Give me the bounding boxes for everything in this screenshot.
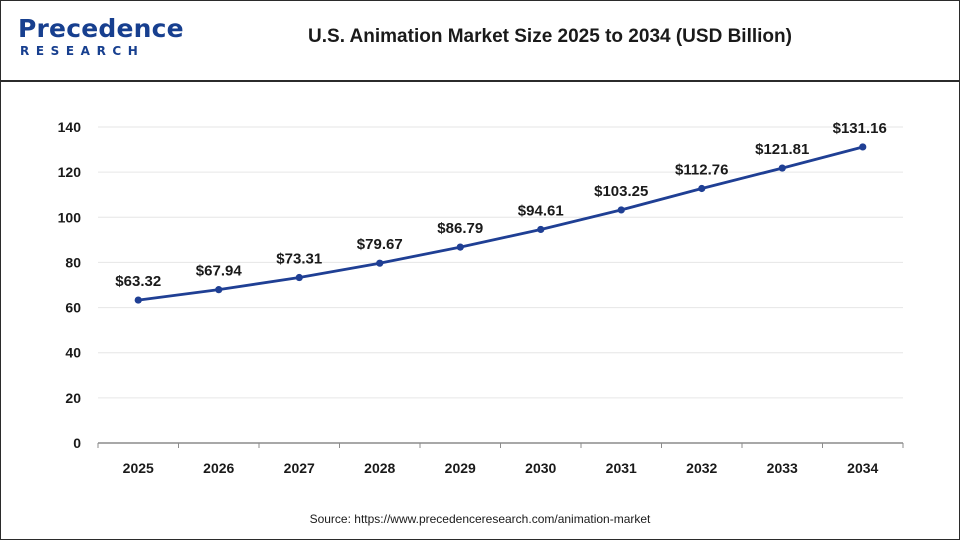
y-tick-label: 120: [58, 164, 82, 180]
data-label: $103.25: [594, 183, 648, 200]
data-point: [698, 184, 706, 193]
y-tick-label: 140: [58, 119, 82, 135]
x-tick-label: 2031: [606, 460, 637, 476]
series-line: [136, 145, 865, 302]
y-tick-label: 40: [65, 345, 81, 361]
x-tick-label: 2029: [445, 460, 476, 476]
data-point: [215, 286, 223, 294]
logo-wordmark: Precedence: [18, 14, 184, 43]
data-label: $131.16: [833, 120, 887, 137]
data-point: [778, 164, 786, 172]
y-tick-label: 60: [65, 300, 81, 316]
y-tick-label: 20: [65, 390, 81, 406]
data-point: [456, 243, 464, 251]
data-point: [295, 273, 303, 282]
x-tick-label: 2027: [284, 460, 315, 476]
data-label: $86.79: [437, 220, 483, 237]
brand-logo: Precedence RESEARCH: [18, 14, 184, 66]
data-label: $73.31: [276, 251, 322, 268]
data-point: [617, 206, 625, 214]
x-tick-label: 2026: [203, 460, 234, 476]
data-label: $79.67: [357, 236, 403, 253]
header: Precedence RESEARCH U.S. Animation Marke…: [0, 0, 960, 80]
data-label: $94.61: [518, 202, 564, 219]
data-point: [537, 225, 545, 234]
x-tick-label: 2030: [525, 460, 556, 476]
logo-subtitle: RESEARCH: [20, 44, 145, 58]
x-tick-label: 2033: [767, 460, 798, 476]
y-tick-label: 100: [58, 209, 82, 225]
data-point: [859, 143, 867, 151]
data-point: [134, 296, 142, 304]
x-tick-label: 2028: [364, 460, 395, 476]
x-tick-label: 2032: [686, 460, 717, 476]
x-tick-label: 2034: [847, 460, 878, 476]
source-note: Source: https://www.precedenceresearch.c…: [309, 512, 651, 526]
chart-title: U.S. Animation Market Size 2025 to 2034 …: [308, 26, 792, 47]
y-tick-label: 0: [73, 435, 81, 451]
y-tick-label: 80: [65, 254, 81, 270]
data-label: $63.32: [115, 273, 161, 290]
header-divider: [0, 80, 960, 82]
x-tick-label: 2025: [123, 460, 154, 476]
data-point: [376, 259, 384, 267]
data-label: $112.76: [675, 161, 728, 178]
data-label: $67.94: [196, 263, 243, 280]
data-label: $121.81: [755, 141, 809, 158]
